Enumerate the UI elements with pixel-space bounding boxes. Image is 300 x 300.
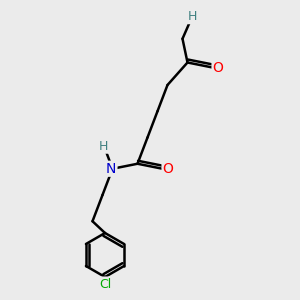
- Text: H: H: [99, 140, 108, 153]
- Text: Cl: Cl: [99, 278, 111, 290]
- Text: O: O: [213, 61, 224, 74]
- Text: H: H: [188, 10, 197, 23]
- Text: N: N: [106, 162, 116, 176]
- Text: O: O: [163, 162, 173, 176]
